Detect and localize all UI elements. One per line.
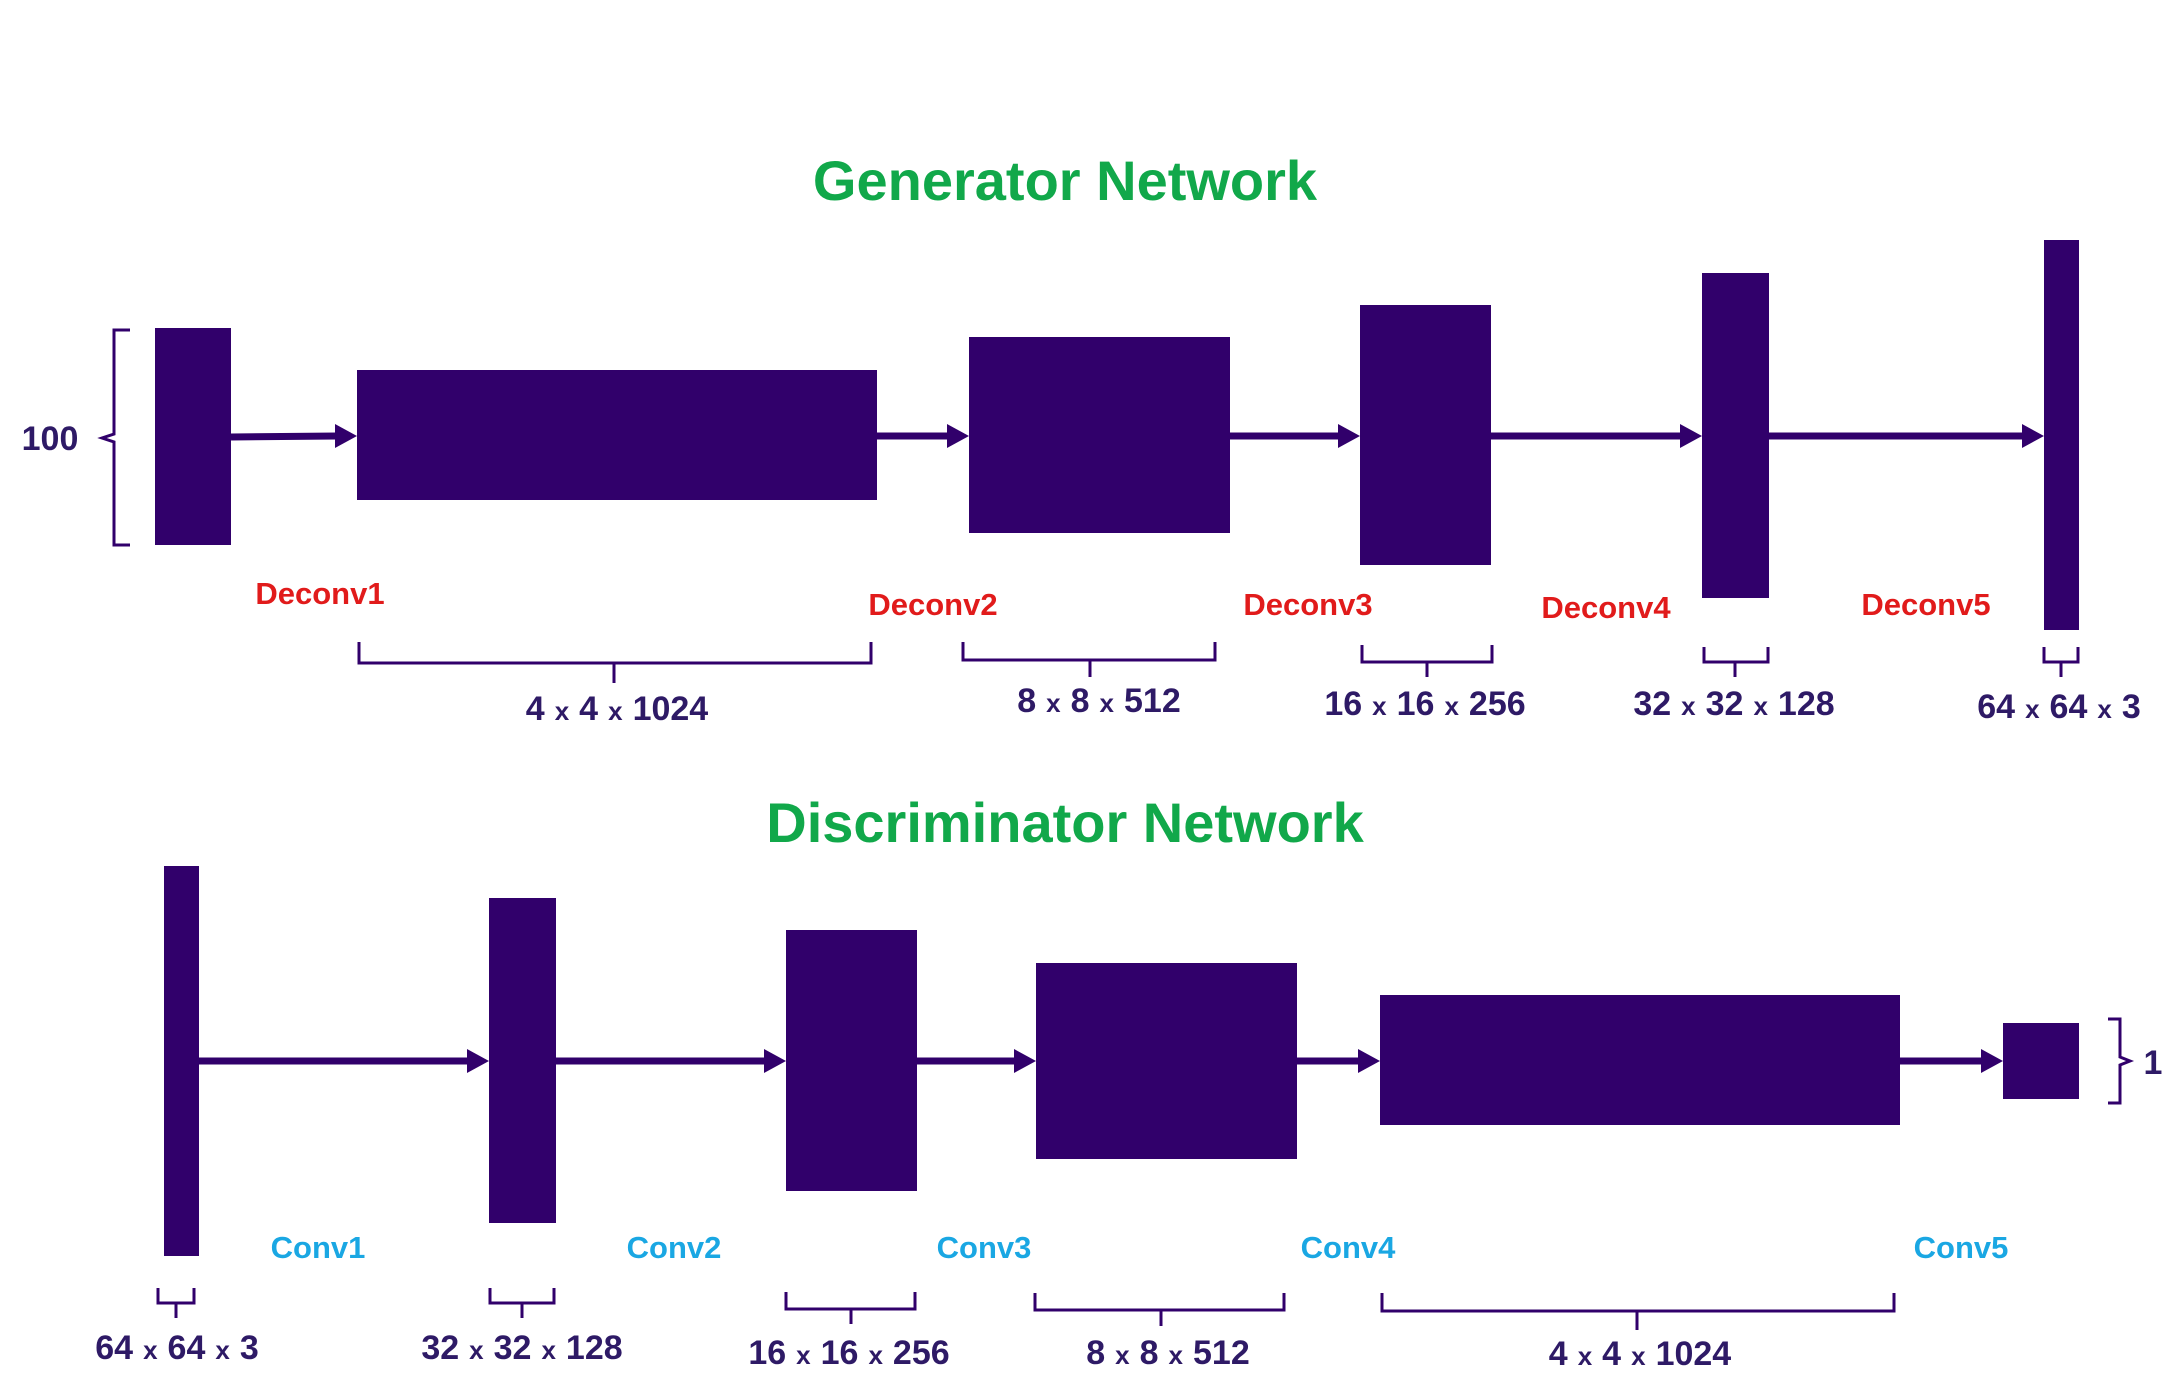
generator-arrows (230, 424, 2044, 448)
generator-block-4 (1702, 273, 1769, 598)
discriminator-shape-label: 32 x 32 x 128 (421, 1329, 622, 1367)
generator-title: Generator Network (813, 149, 1318, 212)
discriminator-shape-label: 8 x 8 x 512 (1086, 1334, 1250, 1372)
discriminator-output-brace (2108, 1017, 2135, 1105)
discriminator-output-label: 1 (2144, 1044, 2163, 1082)
discriminator-shape-label: 16 x 16 x 256 (748, 1334, 949, 1372)
generator-block-3 (1360, 305, 1491, 565)
discriminator-block-1 (164, 866, 199, 1256)
discriminator-layer-label: Conv3 (937, 1230, 1032, 1265)
generator-layer-label: Deconv3 (1243, 587, 1372, 622)
generator-layer-label: Deconv5 (1861, 587, 1990, 622)
generator-shape-label: 32 x 32 x 128 (1633, 685, 1834, 723)
discriminator-title: Discriminator Network (766, 791, 1364, 854)
generator-layer-label: Deconv1 (255, 576, 384, 611)
discriminator-layer-label: Conv5 (1914, 1230, 2009, 1265)
discriminator-arrows (199, 1049, 2003, 1073)
generator-input-label: 100 (22, 420, 79, 458)
discriminator-dimension-braces (156, 1288, 1896, 1330)
generator-dimension-braces (357, 642, 2080, 683)
generator-input-brace (97, 328, 130, 547)
discriminator-shape-label: 64 x 64 x 3 (95, 1329, 259, 1367)
generator-block-1 (357, 370, 877, 500)
generator-shape-label: 64 x 64 x 3 (1977, 688, 2141, 726)
generator-layer-label: Deconv4 (1541, 590, 1671, 625)
discriminator-shape-label: 4 x 4 x 1024 (1549, 1335, 1732, 1373)
generator-block-5 (2044, 240, 2079, 630)
discriminator-block-2 (489, 898, 556, 1223)
generator-shape-label: 16 x 16 x 256 (1324, 685, 1525, 723)
generator-input-block (155, 328, 231, 545)
discriminator-network: Discriminator Network 1 Conv1 Conv2 Conv… (95, 791, 2162, 1373)
generator-network: Generator Network 100 Deconv1 Deconv2 De… (22, 149, 2141, 728)
discriminator-block-5 (1380, 995, 1900, 1125)
discriminator-layer-label: Conv2 (627, 1230, 722, 1265)
generator-shape-label: 8 x 8 x 512 (1017, 682, 1181, 720)
discriminator-block-3 (786, 930, 917, 1191)
discriminator-output-block (2003, 1023, 2079, 1099)
generator-shape-label: 4 x 4 x 1024 (526, 690, 709, 728)
generator-block-2 (969, 337, 1230, 533)
discriminator-layer-label: Conv4 (1301, 1230, 1397, 1265)
generator-layer-label: Deconv2 (868, 587, 997, 622)
discriminator-layer-label: Conv1 (271, 1230, 366, 1265)
discriminator-block-4 (1036, 963, 1297, 1159)
